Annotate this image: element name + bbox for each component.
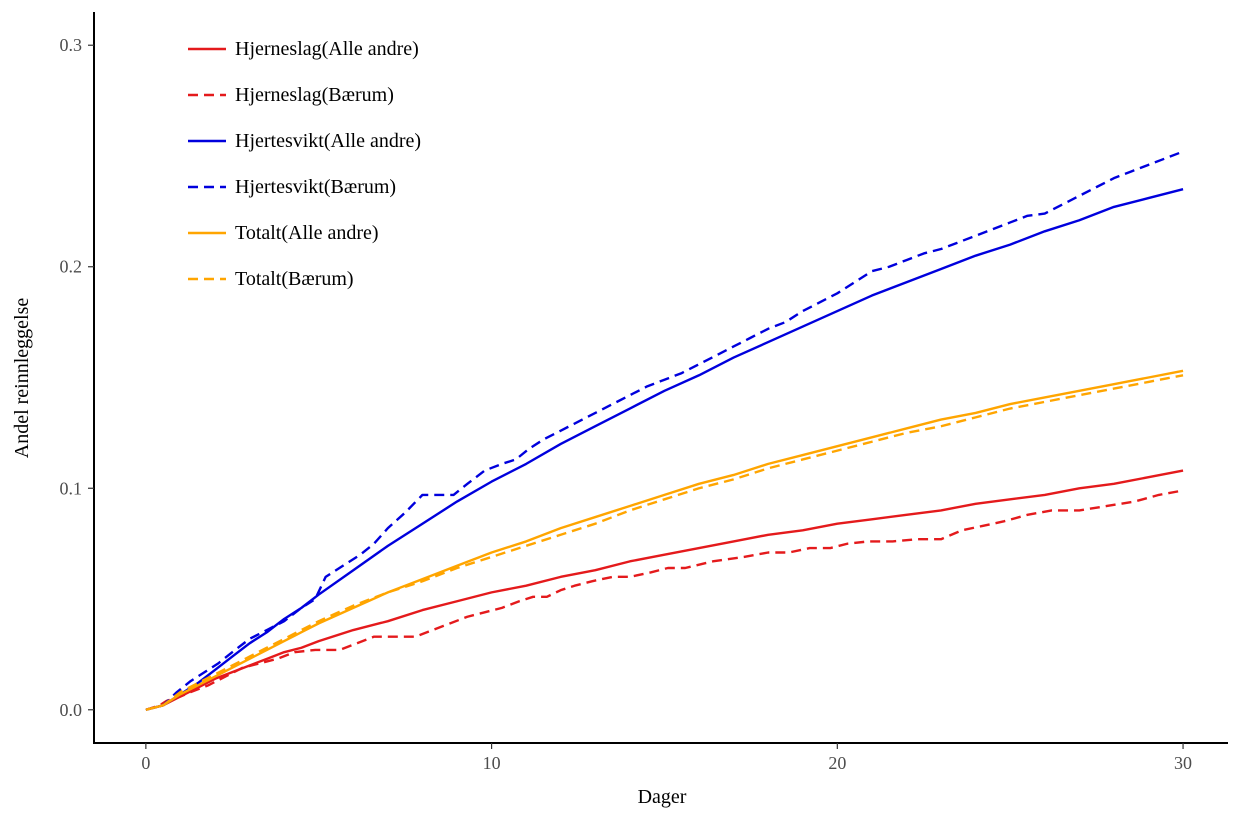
legend-label-4: Totalt(Alle andre)	[235, 222, 379, 244]
legend-label-2: Hjertesvikt(Alle andre)	[235, 130, 421, 152]
series-line-5	[145, 374, 1184, 711]
y-tick-label: 0.1	[60, 478, 83, 498]
y-tick-label: 0.0	[60, 700, 83, 720]
legend-label-3: Hjertesvikt(Bærum)	[235, 176, 396, 198]
y-axis-ticks: 0.0 0.1 0.2 0.3	[60, 35, 94, 720]
series-line-0	[145, 469, 1184, 711]
y-tick-label: 0.3	[60, 35, 83, 55]
y-axis-title: Andel reinnleggelse	[11, 298, 33, 459]
y-tick-label: 0.2	[60, 257, 83, 277]
legend-label-1: Hjerneslag(Bærum)	[235, 84, 394, 106]
x-tick-label: 20	[828, 753, 846, 773]
plot-series	[145, 150, 1184, 711]
x-axis-ticks: 0 10 20 30	[141, 743, 1192, 773]
legend-label-5: Totalt(Bærum)	[235, 268, 354, 290]
series-line-2	[145, 188, 1184, 711]
x-tick-label: 30	[1174, 753, 1192, 773]
x-axis-title: Dager	[638, 786, 687, 808]
x-tick-label: 10	[483, 753, 501, 773]
series-line-4	[145, 369, 1184, 711]
series-line-1	[145, 489, 1184, 711]
series-line-3	[145, 150, 1184, 711]
legend: Hjerneslag(Alle andre) Hjerneslag(Bærum) H…	[188, 38, 421, 290]
x-tick-label: 0	[141, 753, 150, 773]
legend-label-0: Hjerneslag(Alle andre)	[235, 38, 419, 60]
